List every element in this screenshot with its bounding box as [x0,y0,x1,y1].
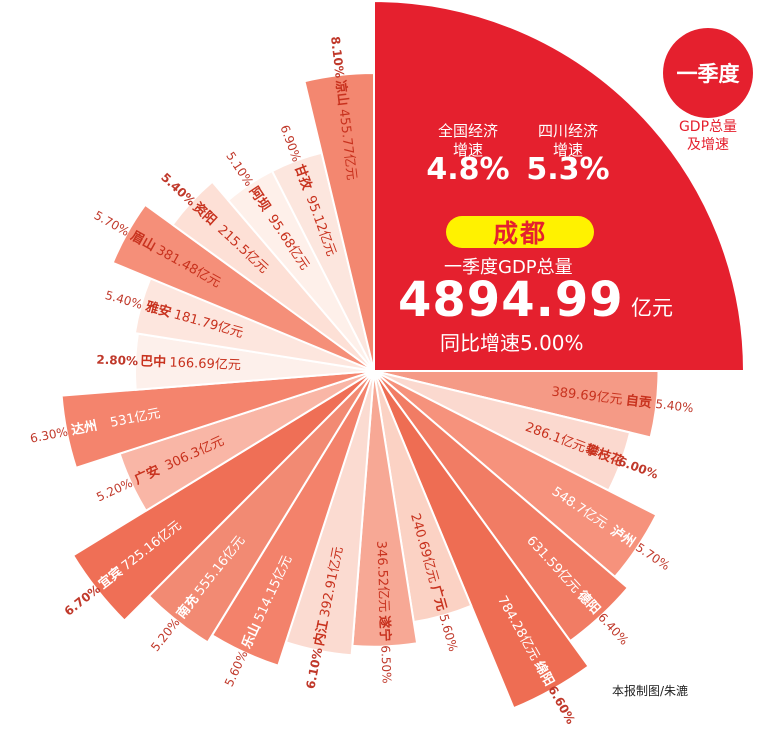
slice-7ef59633 [373,370,590,710]
chengdu-subtitle: 一季度GDP总量 [444,257,573,278]
slice-city-label-51c95c71: 凉山 [332,79,351,107]
slice-growth-label-5e7f5143: 5.60% [436,613,460,653]
chengdu-name-pill: 成都 [446,216,594,248]
slice-value-label-5df44e2d: 166.69亿元 [169,355,241,373]
national-label-line2: 增速 [452,141,483,159]
chengdu-gdp-unit: 亿元 [631,296,673,320]
slice-8fbe5dde [60,370,375,470]
national-label-line1: 全国经济 [437,122,498,140]
slice-growth-label-5fb79633: 6.40% [595,610,631,647]
slice-growth-label-6cf85dde: 5.70% [633,540,672,573]
chengdu-name: 成都 [492,219,547,248]
slice-growth-label-51c95c71: 8.10% [328,36,347,79]
slice-city-label-8fbe5dde: 达州 [70,418,99,439]
chengdu-growth: 同比增速5.00% [440,331,584,355]
slice-city-label-96c55b89: 雅安 [144,298,173,320]
slice-growth-label-77095c71: 5.70% [92,208,132,239]
slice-growth-label-963f575d: 5.10% [223,149,256,188]
slice-growth-label-90425b81: 6.50% [378,645,393,684]
sichuan-label-line1: 四川经济 [537,122,598,140]
sichuan-label-line2: 增速 [552,141,583,159]
slice-city-label-90425b81: 遂宁 [376,615,393,642]
national-growth-rate: 4.8% [426,152,510,187]
slice-city-label-81ea8d21: 自贡 [625,392,653,411]
slice-growth-label-53575145: 5.20% [148,615,183,654]
chart-credit: 本报制图/朱漉 [612,684,689,698]
slice-growth-label-81ea8d21: 5.40% [655,397,695,415]
slice-city-label-5e7f5143: 广元 [427,583,449,612]
slice-growth-label-5e7f5b89: 5.20% [94,476,134,505]
slice-growth-label-5b9c5bbe: 6.70% [62,582,103,619]
slice-growth-label-7ef59633: 6.60% [545,683,578,726]
quarter-subtitle-line1: GDP总量 [678,119,738,135]
slice-growth-label-8d449633: 5.40% [158,170,198,209]
quarter-badge-subtitle: GDP总量 及增速 [666,118,750,154]
slice-51c95c71 [303,72,375,372]
sichuan-growth-block: 四川经济 增速 5.3% [518,122,618,187]
quarter-badge-text: 一季度 [676,62,740,86]
slice-city-label-51856c5f: 内江 [311,619,332,648]
sichuan-growth-rate: 5.3% [526,152,610,187]
slice-621090fd [373,0,746,372]
slice-city-label-5df44e2d: 巴中 [140,353,167,370]
slice-value-label-90425b81: 346.52亿元 [373,541,391,613]
slice-growth-label-75185b5c: 6.90% [277,123,303,164]
slice-77095c71 [111,203,375,372]
slice-growth-label-6500679d82b1: 6.00% [616,454,660,482]
slice-growth-label-5df44e2d: 2.80% [96,353,138,369]
slice-growth-label-4e505c71: 5.60% [222,648,251,688]
slice-8d449633 [171,180,375,372]
quarter-subtitle-line2: 及增速 [687,137,729,153]
national-growth-block: 全国经济 增速 4.8% [418,122,518,187]
slice-5b9c5bbe [71,370,375,622]
slice-growth-label-51856c5f: 6.10% [303,646,325,690]
slice-growth-label-96c55b89: 5.40% [104,288,144,312]
chengdu-gdp-total: 4894.99 [398,272,624,328]
slice-growth-label-8fbe5dde: 6.30% [29,425,69,446]
quarter-badge: 一季度 [663,28,753,118]
